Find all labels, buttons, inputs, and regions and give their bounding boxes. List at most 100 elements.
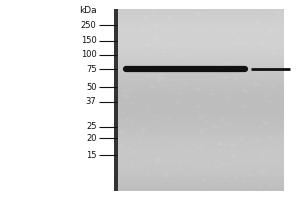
Circle shape [201,54,203,56]
Circle shape [216,28,220,31]
Bar [114,183,284,185]
Bar [114,120,284,122]
Circle shape [277,12,282,15]
Circle shape [231,32,236,35]
Circle shape [118,144,124,148]
Bar [114,17,284,18]
Bar [114,71,284,73]
Bar [114,42,284,44]
Bar [114,51,284,53]
Bar [114,49,284,51]
Bar [114,149,284,151]
Circle shape [256,22,259,24]
Circle shape [221,47,224,49]
Bar [114,29,284,31]
Text: 15: 15 [86,151,97,160]
Circle shape [167,117,172,121]
Circle shape [274,19,278,22]
Circle shape [179,167,182,169]
Bar [114,138,284,140]
Circle shape [174,158,177,161]
Bar [114,82,284,84]
Circle shape [144,111,146,113]
Bar [114,176,284,178]
Bar [114,40,284,42]
Circle shape [141,127,147,131]
Circle shape [135,107,139,109]
Circle shape [211,124,218,129]
Bar [114,136,284,138]
Bar [114,182,284,183]
Circle shape [176,102,179,104]
Circle shape [217,142,224,146]
Bar [114,147,284,149]
Circle shape [161,83,166,87]
Circle shape [143,157,145,158]
Circle shape [163,172,168,175]
Bar [114,145,284,147]
Circle shape [217,160,221,163]
Circle shape [245,34,250,36]
Bar [114,154,284,156]
Bar [114,93,284,95]
Bar [114,58,284,60]
Circle shape [134,14,138,16]
Circle shape [268,137,273,140]
Circle shape [224,176,227,178]
Circle shape [220,116,226,120]
Bar [114,20,284,22]
Bar [114,89,284,91]
Circle shape [117,165,123,170]
Circle shape [275,106,277,107]
Circle shape [243,89,248,93]
Circle shape [166,14,172,19]
Bar [114,115,284,116]
Circle shape [222,76,226,78]
Bar [114,44,284,46]
Bar [114,27,284,29]
Text: 37: 37 [86,97,97,106]
Bar [114,131,284,133]
Bar [114,84,284,85]
Circle shape [248,27,250,28]
Bar [114,118,284,120]
Circle shape [218,119,224,123]
Bar [114,13,284,15]
Circle shape [176,169,182,172]
Circle shape [135,11,138,13]
Circle shape [155,158,161,162]
Circle shape [168,43,172,47]
Circle shape [167,55,172,58]
Circle shape [216,124,220,127]
Circle shape [202,178,206,181]
Circle shape [127,147,132,151]
Circle shape [248,82,251,84]
Circle shape [239,64,241,66]
Bar [114,144,284,145]
Bar [114,125,284,127]
Bar [114,96,284,98]
Circle shape [162,56,164,58]
Bar [114,11,284,13]
Bar [114,47,284,49]
Bar [114,104,284,105]
Bar [114,140,284,142]
Circle shape [216,63,222,67]
Circle shape [214,46,221,51]
Bar [114,87,284,89]
Bar [114,134,284,136]
Bar [114,85,284,87]
Bar [114,24,284,26]
Circle shape [245,142,250,145]
Bar [114,36,284,38]
Circle shape [121,130,124,132]
Circle shape [234,69,238,72]
Bar [114,55,284,56]
Circle shape [178,86,182,89]
Bar [114,73,284,75]
Bar [114,9,118,191]
Circle shape [255,20,260,24]
Bar [114,15,284,17]
Bar [114,189,284,191]
Circle shape [206,21,208,23]
